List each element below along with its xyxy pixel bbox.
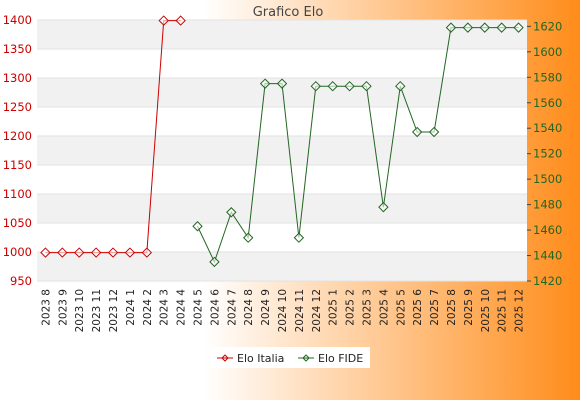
x-tick-label: 2024 2 bbox=[142, 289, 154, 326]
x-tick-label: 2023 12 bbox=[108, 289, 120, 332]
x-tick-label: 2024 3 bbox=[159, 289, 171, 326]
x-tick-label: 2024 8 bbox=[243, 289, 255, 326]
series-points bbox=[40, 15, 524, 268]
series-point-1 bbox=[361, 80, 372, 92]
legend-marker-italia bbox=[221, 354, 229, 362]
x-tick-label: 2023 9 bbox=[57, 289, 69, 326]
x-tick-label: 2024 4 bbox=[176, 289, 188, 326]
series-point-1 bbox=[344, 80, 355, 92]
left-tick-label: 1050 bbox=[3, 216, 32, 230]
legend-marker-fide bbox=[302, 354, 310, 362]
x-tick-label: 2025 2 bbox=[345, 289, 357, 326]
left-tick-label: 1400 bbox=[3, 13, 32, 27]
left-axis: 1400 1350 1300 1250 1200 1150 1100 1050 1000 950 bbox=[3, 13, 527, 288]
grid-band bbox=[37, 20, 527, 49]
series-point-1 bbox=[496, 22, 507, 33]
x-tick-label: 2025 5 bbox=[395, 289, 407, 326]
grid-band bbox=[37, 194, 527, 223]
left-tick-label: 1300 bbox=[3, 71, 32, 85]
series-point-1 bbox=[310, 80, 322, 92]
x-tick-label: 2025 1 bbox=[328, 289, 340, 326]
series-point-1 bbox=[513, 22, 524, 33]
x-tick-label: 2024 7 bbox=[226, 289, 238, 326]
series-point-1 bbox=[479, 22, 490, 33]
x-tick-label: 2024 10 bbox=[277, 289, 289, 332]
x-tick-label: 2023 8 bbox=[40, 289, 52, 326]
x-tick-label: 2024 12 bbox=[311, 289, 323, 332]
right-tick-label: 1600 bbox=[533, 45, 562, 59]
series-point-1 bbox=[209, 256, 220, 268]
series-point-1 bbox=[411, 126, 423, 138]
right-tick-label: 1440 bbox=[533, 249, 562, 263]
x-tick-label: 2025 9 bbox=[463, 289, 475, 326]
left-tick-label: 1000 bbox=[3, 245, 32, 259]
x-tick-label: 2025 12 bbox=[514, 289, 526, 332]
left-tick-label: 1100 bbox=[3, 187, 32, 201]
x-tick-label: 2025 10 bbox=[480, 289, 492, 332]
series-point-1 bbox=[226, 207, 237, 218]
right-tick-label: 1620 bbox=[533, 19, 562, 33]
legend: Elo Italia Elo FIDE bbox=[211, 347, 370, 368]
x-tick-label: 2024 6 bbox=[209, 289, 221, 326]
legend-box bbox=[211, 347, 370, 368]
series-point-1 bbox=[395, 80, 406, 92]
x-tick-label: 2024 1 bbox=[125, 289, 137, 326]
x-tick-label: 2025 4 bbox=[378, 289, 390, 326]
series-point-1 bbox=[462, 22, 474, 33]
right-tick-label: 1420 bbox=[533, 274, 562, 288]
x-tick-label: 2024 11 bbox=[294, 289, 306, 332]
right-tick-label: 1520 bbox=[533, 147, 562, 161]
right-tick-label: 1540 bbox=[533, 121, 562, 135]
right-tick-label: 1460 bbox=[533, 223, 562, 237]
chart-title: Grafico Elo bbox=[253, 5, 324, 20]
left-tick-label: 1200 bbox=[3, 129, 32, 143]
series-point-0 bbox=[40, 247, 51, 258]
series-point-0 bbox=[141, 247, 153, 258]
x-tick-label: 2025 6 bbox=[412, 289, 424, 326]
legend-label-italia: Elo Italia bbox=[237, 352, 284, 365]
grid-band bbox=[37, 136, 527, 165]
x-tick-label: 2024 9 bbox=[260, 289, 272, 326]
legend-label-fide: Elo FIDE bbox=[318, 352, 363, 365]
left-tick-label: 1350 bbox=[3, 42, 32, 56]
right-tick-label: 1580 bbox=[533, 70, 562, 84]
grid-band bbox=[37, 252, 527, 281]
series-point-0 bbox=[175, 15, 186, 26]
x-tick-label: 2025 11 bbox=[497, 289, 509, 332]
series-point-1 bbox=[192, 221, 203, 232]
series-point-0 bbox=[90, 247, 102, 258]
x-tick-label: 2025 8 bbox=[446, 289, 458, 326]
series-point-1 bbox=[276, 78, 288, 89]
left-tick-label: 1250 bbox=[3, 100, 32, 114]
series-point-0 bbox=[107, 247, 119, 258]
right-axis: 1620 1600 1580 1560 1540 1520 1500 1480 1460 1440… bbox=[527, 19, 562, 288]
series-point-1 bbox=[445, 22, 457, 33]
right-tick-label: 1560 bbox=[533, 96, 562, 110]
series-point-0 bbox=[158, 15, 169, 26]
left-tick-label: 950 bbox=[10, 274, 32, 288]
series-point-1 bbox=[259, 78, 271, 89]
x-tick-label: 2023 11 bbox=[91, 289, 103, 332]
series-point-0 bbox=[124, 247, 136, 258]
x-tick-label: 2023 10 bbox=[74, 289, 86, 332]
left-tick-label: 1150 bbox=[3, 158, 32, 172]
series-point-1 bbox=[428, 126, 440, 138]
series-point-0 bbox=[74, 247, 85, 258]
x-tick-label: 2024 5 bbox=[193, 289, 205, 326]
right-tick-label: 1500 bbox=[533, 172, 562, 186]
grid-bands bbox=[37, 20, 527, 281]
x-tick-label: 2025 7 bbox=[429, 289, 441, 326]
series-point-1 bbox=[378, 201, 389, 213]
series-point-1 bbox=[293, 232, 305, 243]
series-point-1 bbox=[242, 232, 254, 243]
series-point-0 bbox=[57, 247, 68, 258]
series-point-1 bbox=[327, 80, 338, 92]
x-tick-label: 2025 3 bbox=[361, 289, 373, 326]
right-tick-label: 1480 bbox=[533, 198, 562, 212]
